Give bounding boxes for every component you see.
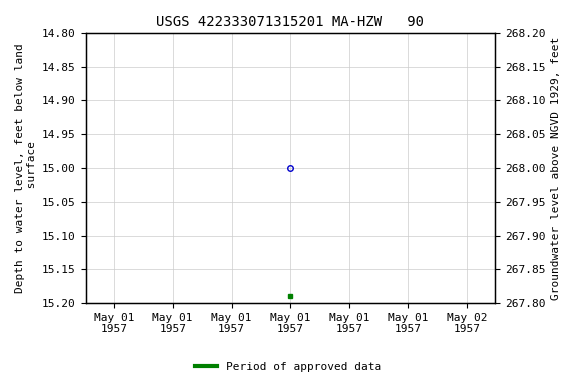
Legend: Period of approved data: Period of approved data — [191, 358, 385, 377]
Y-axis label: Groundwater level above NGVD 1929, feet: Groundwater level above NGVD 1929, feet — [551, 36, 561, 300]
Y-axis label: Depth to water level, feet below land
 surface: Depth to water level, feet below land su… — [15, 43, 37, 293]
Title: USGS 422333071315201 MA-HZW   90: USGS 422333071315201 MA-HZW 90 — [157, 15, 425, 29]
